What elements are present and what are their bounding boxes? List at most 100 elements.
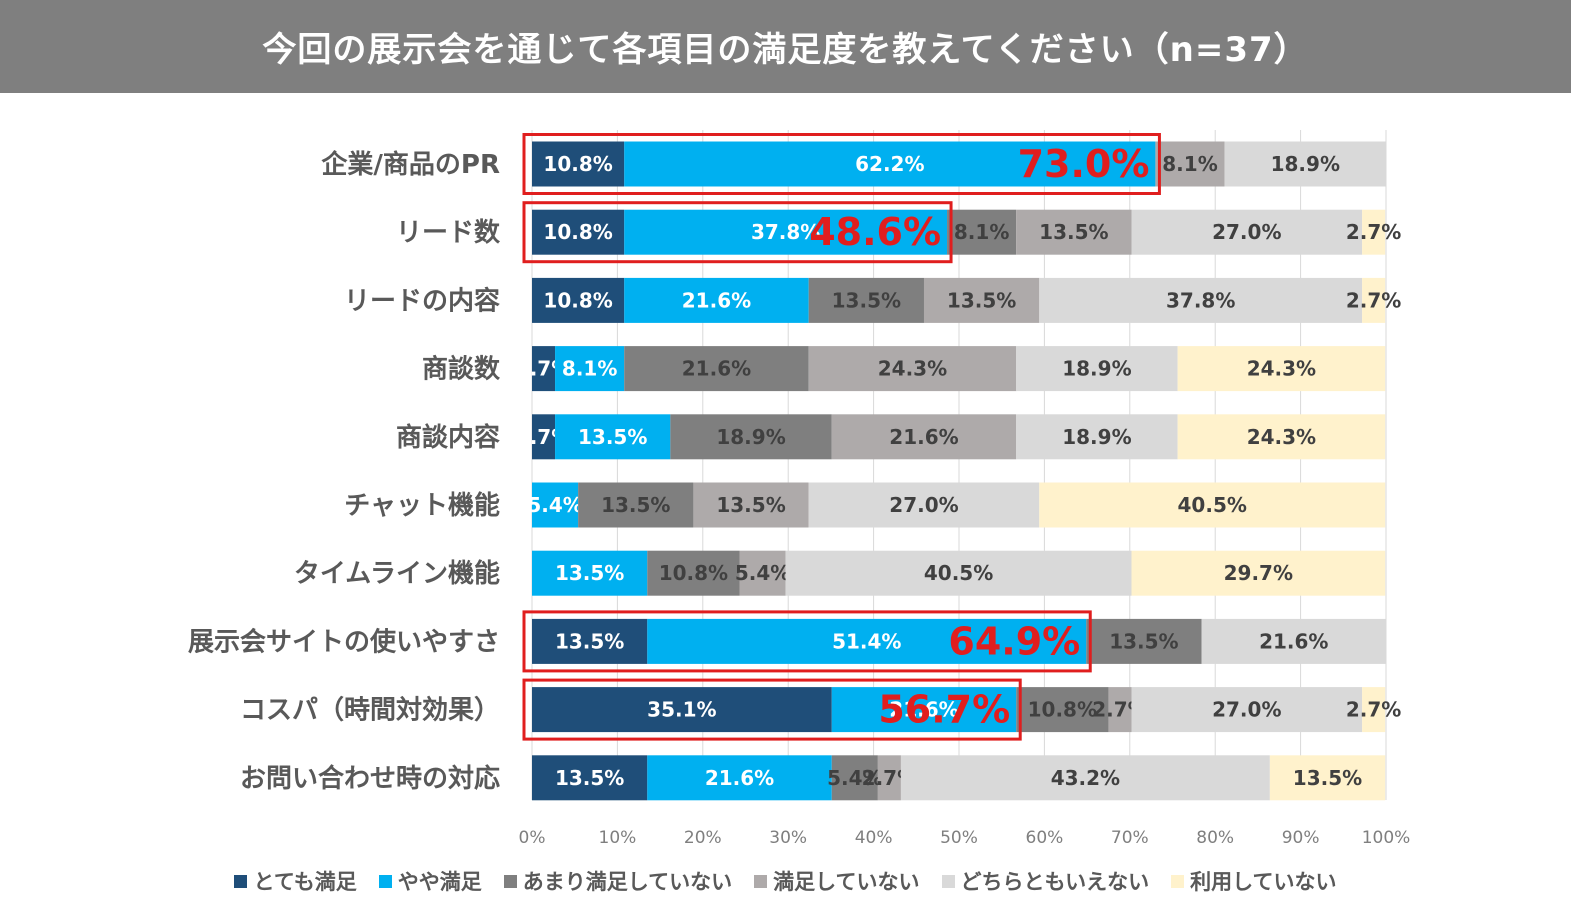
bar-segment-not-very-satisfied bbox=[670, 414, 832, 460]
x-tick-label: 30% bbox=[769, 828, 807, 848]
data-label: 13.5% bbox=[555, 561, 624, 585]
category-label: 商談数 bbox=[422, 354, 501, 385]
data-label: 40.5% bbox=[924, 561, 993, 585]
bar-segment-neither bbox=[1131, 209, 1363, 255]
legend-swatch-not-very-satisfied bbox=[503, 874, 517, 888]
bar-segment-not-satisfied bbox=[923, 277, 1040, 323]
x-tick-label: 80% bbox=[1196, 828, 1234, 848]
bar-segment-not-used bbox=[1131, 550, 1386, 596]
data-label: 13.5% bbox=[601, 493, 670, 517]
legend-item-somewhat-satisfied: やや満足 bbox=[378, 866, 482, 896]
highlight-box bbox=[522, 133, 1161, 195]
data-label: 37.8% bbox=[1166, 288, 1235, 312]
data-label: 13.5% bbox=[832, 288, 901, 312]
bar-segment-neither bbox=[1201, 618, 1386, 664]
highlight-total-label: 73.0% bbox=[1018, 142, 1150, 186]
bar-segment-neither bbox=[1039, 277, 1363, 323]
bar-segment-somewhat-satisfied bbox=[624, 141, 1156, 187]
x-tick-label: 10% bbox=[599, 828, 637, 848]
data-label: 40.5% bbox=[1178, 493, 1247, 517]
bar-segment-not-satisfied bbox=[877, 755, 901, 801]
data-label: 13.5% bbox=[1293, 766, 1362, 790]
data-label: 21.6% bbox=[889, 698, 958, 722]
legend-label: どちらともいえない bbox=[960, 870, 1150, 894]
bar-segment-not-very-satisfied bbox=[831, 755, 878, 801]
bar-segment-somewhat-satisfied bbox=[555, 346, 625, 392]
bar-segment-somewhat-satisfied bbox=[532, 482, 579, 528]
data-label: 2.7% bbox=[1346, 698, 1401, 722]
highlight-box bbox=[522, 610, 1092, 673]
data-label: 5.4% bbox=[827, 766, 882, 790]
data-label: 8.1% bbox=[954, 220, 1009, 244]
bar-segment-somewhat-satisfied bbox=[624, 209, 948, 255]
data-label: 5.4% bbox=[735, 561, 790, 585]
legend-item-not-satisfied: 満足していない bbox=[754, 866, 920, 896]
bar-segment-very-satisfied bbox=[532, 141, 625, 187]
bar-segment-not-satisfied bbox=[739, 550, 786, 596]
legend-label: やや満足 bbox=[397, 870, 482, 894]
data-label: 8.1% bbox=[562, 357, 617, 381]
data-label: 21.6% bbox=[705, 766, 774, 790]
x-tick-label: 70% bbox=[1111, 828, 1149, 848]
category-label: 商談内容 bbox=[396, 422, 500, 453]
category-label: コスパ（時間対効果） bbox=[240, 695, 500, 726]
bar-segment-not-satisfied bbox=[1016, 209, 1132, 255]
bar-segment-very-satisfied bbox=[532, 209, 625, 255]
legend-label: 利用していない bbox=[1190, 870, 1337, 894]
bar-segment-not-satisfied bbox=[1108, 687, 1132, 733]
x-tick-label: 0% bbox=[519, 828, 546, 848]
x-tick-label: 60% bbox=[1026, 828, 1064, 848]
data-label: 24.3% bbox=[878, 357, 947, 381]
highlight-total-label: 64.9% bbox=[948, 619, 1080, 663]
data-label: 13.5% bbox=[1039, 220, 1108, 244]
bar-segment-somewhat-satisfied bbox=[555, 414, 671, 460]
data-label: 2.7% bbox=[1346, 220, 1401, 244]
legend-item-not-very-satisfied: あまり満足していない bbox=[503, 866, 733, 896]
bar-segment-not-satisfied bbox=[693, 482, 809, 528]
data-label: 27.0% bbox=[889, 493, 958, 517]
highlight-total-label: 48.6% bbox=[809, 210, 941, 254]
bar-segment-somewhat-satisfied bbox=[647, 618, 1087, 664]
chart-title: 今回の展示会を通じて各項目の満足度を教えてください（n=37） bbox=[262, 30, 1309, 70]
data-label: 21.6% bbox=[682, 357, 751, 381]
bar-segment-somewhat-satisfied bbox=[624, 277, 809, 323]
bar-segment-not-very-satisfied bbox=[578, 482, 694, 528]
bar-segment-not-used bbox=[1362, 209, 1386, 255]
bar-segment-neither bbox=[1131, 687, 1363, 733]
data-label: 2.7% bbox=[1346, 288, 1401, 312]
category-label: お問い合わせ時の対応 bbox=[240, 763, 500, 794]
data-label: 5.4% bbox=[527, 493, 582, 517]
category-label: リード数 bbox=[396, 218, 501, 248]
data-label: 13.5% bbox=[555, 629, 624, 653]
data-label: 10.8% bbox=[659, 561, 728, 585]
category-label: リードの内容 bbox=[344, 285, 500, 316]
legend-swatch-very-satisfied bbox=[234, 874, 248, 888]
bar-segment-not-very-satisfied bbox=[647, 550, 740, 596]
data-label: 27.0% bbox=[1212, 220, 1281, 244]
chart-header: 今回の展示会を通じて各項目の満足度を教えてください（n=37） bbox=[0, 0, 1571, 93]
bar-segment-neither bbox=[900, 755, 1270, 801]
bar-segment-very-satisfied bbox=[532, 687, 832, 733]
data-label: 10.8% bbox=[1028, 698, 1097, 722]
highlight-total-label: 56.7% bbox=[878, 688, 1010, 732]
bar-segment-not-very-satisfied bbox=[808, 277, 924, 323]
bar-segment-not-used bbox=[1269, 755, 1386, 801]
data-label: 21.6% bbox=[889, 425, 958, 449]
data-label: 29.7% bbox=[1224, 561, 1293, 585]
category-label: 企業/商品のPR bbox=[321, 149, 500, 180]
x-tick-label: 20% bbox=[684, 828, 722, 848]
bar-segment-not-satisfied bbox=[831, 414, 1017, 460]
data-label: 13.5% bbox=[1109, 629, 1178, 653]
legend-label: あまり満足していない bbox=[522, 870, 733, 894]
x-tick-label: 100% bbox=[1362, 828, 1411, 848]
bar-segment-neither bbox=[1016, 414, 1178, 460]
bar-segment-neither bbox=[785, 550, 1132, 596]
data-label: 10.8% bbox=[543, 152, 612, 176]
bar-segment-not-very-satisfied bbox=[947, 209, 1017, 255]
data-label: 21.6% bbox=[682, 288, 751, 312]
data-label: 10.8% bbox=[543, 288, 612, 312]
category-label: タイムライン機能 bbox=[294, 558, 500, 589]
data-label: 35.1% bbox=[647, 698, 716, 722]
legend-label: 満足していない bbox=[773, 870, 920, 894]
